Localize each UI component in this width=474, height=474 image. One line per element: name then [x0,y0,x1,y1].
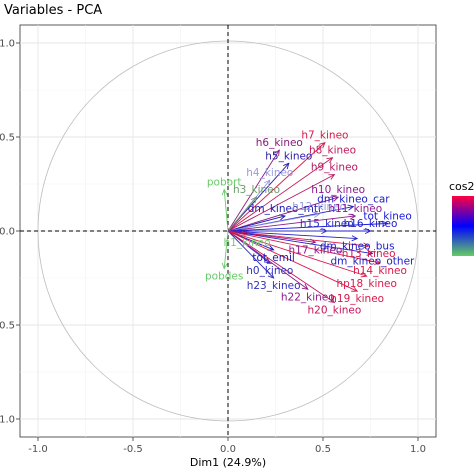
label-h23_kineo: h23_kineo [247,280,301,292]
label-tot_emil: tot_emil [252,252,294,264]
label-h9_kineo: h9_kineo [311,162,358,174]
label-h15_kineo: h15_kineo [300,218,354,230]
variable-arrows [221,141,389,304]
arrow-tot_kineo [227,223,388,232]
arrowhead-dm_kineo_mtr [279,214,287,221]
arrow-h12_kineo [227,213,320,232]
x-tick-label: 0.0 [220,444,236,455]
arrowhead-h14_kineo [374,258,382,265]
arrow-h14_kineo [227,230,381,264]
arrow-h3_kineo [227,196,257,232]
label-h8_kineo: h8_kineo [309,145,356,157]
label-h13_kineo: h13_kineo [342,248,396,260]
cos2-legend: cos2 [449,180,474,256]
arrowhead-h11_kineo [349,213,357,220]
arrowhead-hp18_kineo [360,271,368,278]
arrowhead-dm_kineo_other [366,249,374,256]
arrowhead-h15_kineo [321,227,328,235]
arrow-hp18_kineo [227,230,367,277]
label-dm_kineo_bus: dm_kineo_bus [320,241,395,253]
x-axis-ticks: -1.0 -0.5 0.0 0.5 1.0 [28,437,426,455]
arrowhead-pobdes [221,262,228,270]
arrow-h6_kineo [227,149,280,232]
arrowhead-h23_kineo [267,272,275,279]
arrowhead-h16_kineo [364,227,372,235]
x-tick-label: 0.5 [315,444,331,455]
arrowhead-h22_kineo [301,283,309,290]
arrowhead-h7_kineo [319,141,326,149]
arrow-h19_kineo [227,230,358,292]
arrowhead-h13_kineo [362,242,370,249]
arrowhead-h5_kineo [283,162,290,170]
arrowhead-tot_kineo [381,220,389,227]
label-h1_kineo: h1_kineo [223,237,270,249]
label-pobort: pobort [207,177,242,189]
arrowhead-h19_kineo [351,286,359,292]
label-h20_kineo: h20_kineo [307,304,361,316]
arrowhead-h4_kineo [264,179,271,187]
chart-title: Variables - PCA [4,3,102,18]
y-tick-label: 0.0 [0,227,15,238]
label-h3_kineo: h3_kineo [233,184,280,196]
label-dm_kineo_mtr: dm_kineo_mtr [248,203,323,215]
arrow-h13_kineo [227,230,369,247]
label-h7_kineo: h7_kineo [301,130,348,142]
label-tot_kineo: tot_kineo [363,210,411,222]
arrow-h7_kineo [227,142,326,232]
label-h17_kineo: h17_kineo [288,244,342,256]
arrowhead-h12_kineo [313,212,321,218]
label-dm_kineo_other: dm_kineo_other [330,256,415,268]
arrowhead-h9_kineo [328,174,336,180]
arrow-h11_kineo [227,215,356,232]
label-h22_kineo: h22_kineo [281,291,335,303]
arrow-h20_kineo [227,230,335,303]
label-hp18_kineo: hp18_kineo [336,278,396,290]
x-axis-label: Dim1 (24.9%) [190,456,266,469]
arrow-h5_kineo [227,163,290,232]
legend-color-bar [452,196,474,256]
arrowhead-h0_kineo [263,257,271,264]
label-h4_kineo: h4_kineo [246,167,293,179]
arrow-dm_kineo_bus [227,230,358,239]
arrowhead-h3_kineo [250,196,258,204]
y-axis-ticks: 1.0 0.5 0.0 0.5 1.0 [0,39,20,426]
label-pobdes: pobdes [205,271,243,283]
arrowhead-pobort [221,188,228,196]
y-tick-label: 0.5 [0,133,15,144]
label-h19_kineo: h19_kineo [330,293,384,305]
arrowhead-h10_kineo [332,195,340,202]
arrowhead-dm_kineo_car [347,204,355,211]
arrowhead-h20_kineo [328,297,336,304]
arrow-dm_kineo_mtr [227,215,286,232]
label-h14_kineo: h14_kineo [353,265,407,277]
label-h11_kineo: h11_kineo [328,203,382,215]
arrow-pobdes [223,230,229,269]
x-tick-label: -1.0 [28,444,48,455]
x-tick-label: 1.0 [410,444,426,455]
arrowhead-dm_kineo_bus [351,235,359,242]
arrow-dm_kineo_other [227,230,373,255]
label-h10_kineo: h10_kineo [311,184,365,196]
label-h16_kineo: h16_kineo [344,218,398,230]
arrowhead-h8_kineo [326,157,334,164]
arrow-h22_kineo [227,230,309,290]
arrow-h23_kineo [227,230,274,279]
y-tick-label: 0.5 [0,321,15,332]
x-tick-label: -0.5 [123,444,143,455]
arrowhead-h6_kineo [273,149,280,157]
label-h0_kineo: h0_kineo [246,265,293,277]
legend-title: cos2 [449,180,474,193]
label-h5_kineo: h5_kineo [265,150,312,162]
arrow-h10_kineo [227,196,339,232]
arrow-h8_kineo [227,157,333,232]
label-h12_kineo: h12_kineo [292,201,346,213]
label-h6_kineo: h6_kineo [256,137,303,149]
y-tick-label: 1.0 [0,39,15,50]
y-tick-label: 1.0 [0,415,15,426]
label-dm_kineo_car: dm_kineo_car [317,194,390,206]
arrow-h9_kineo [227,174,335,232]
arrow-pobort [223,189,229,232]
